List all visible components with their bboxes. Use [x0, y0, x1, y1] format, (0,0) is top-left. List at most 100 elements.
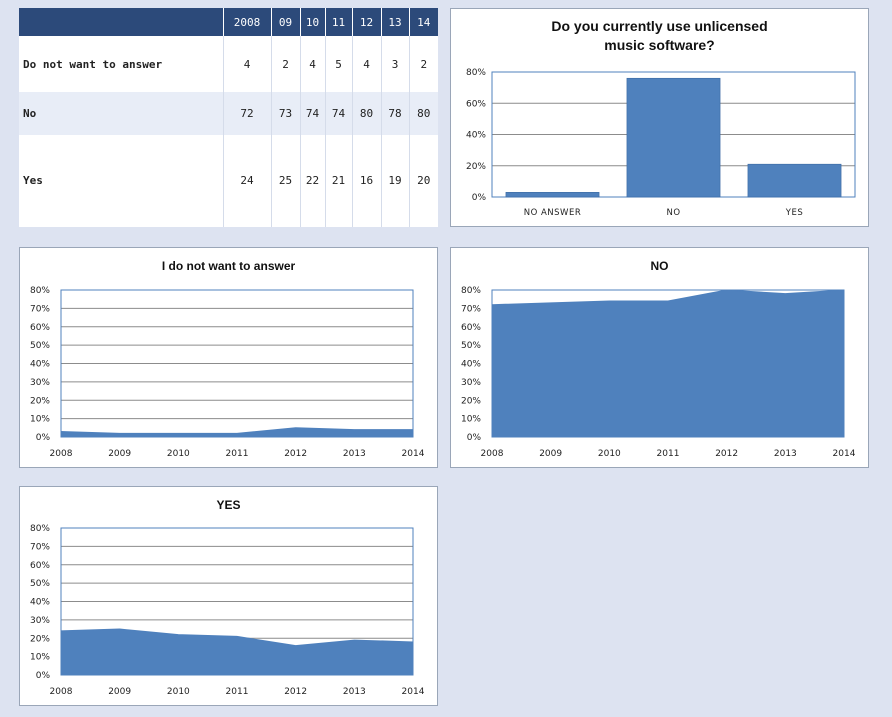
table-cell: 80: [351, 92, 381, 135]
area-series: [491, 289, 845, 438]
y-tick-label: 60%: [30, 323, 50, 333]
year-header: 13: [380, 8, 409, 36]
y-tick-label: 10%: [461, 415, 481, 425]
y-tick-label: 20%: [466, 162, 486, 172]
y-tick-label: 20%: [30, 634, 50, 644]
area-chart-panel-yes: YES 0% 10% 20% 30% 40% 50% 60% 70% 80% 2008 2009 20…: [19, 486, 438, 706]
bar-chart-panel: Do you currently use unlicensed music so…: [450, 8, 869, 227]
chart-title: I do not want to answer: [161, 259, 296, 273]
table-cell: 22: [299, 134, 325, 227]
year-header: 14: [408, 8, 438, 36]
y-tick-label: 20%: [461, 396, 481, 406]
table-cell: 25: [270, 134, 300, 227]
table-cell: 3: [380, 36, 409, 93]
x-tick-label: 2012: [284, 687, 307, 697]
table-row: Yes 24 25 22 21 16 19 20: [19, 134, 438, 227]
y-tick-label: 80%: [30, 524, 50, 534]
x-tick-label: 2014: [833, 449, 856, 459]
y-tick-label: 60%: [30, 561, 50, 571]
x-tick-label: NO ANSWER: [524, 208, 582, 218]
area-chart-panel-no-answer: I do not want to answer 0% 10% 20% 30% 40% 50…: [19, 247, 438, 468]
y-tick-label: 30%: [461, 378, 481, 388]
y-tick-label: 70%: [461, 304, 481, 314]
x-tick-label: 2010: [167, 687, 190, 697]
chart-title: YES: [216, 498, 241, 512]
table-cell: 4: [351, 36, 381, 93]
y-tick-label: 10%: [30, 653, 50, 663]
table-cell: 16: [351, 134, 381, 227]
table-cell: 24: [222, 134, 271, 227]
year-header: 09: [270, 8, 300, 36]
bar: [747, 163, 842, 198]
table-cell: 5: [324, 36, 352, 93]
row-label: Yes: [19, 134, 223, 227]
x-tick-label: 2008: [481, 449, 504, 459]
year-header: 12: [351, 8, 381, 36]
table-cell: 21: [324, 134, 352, 227]
year-header: 11: [324, 8, 352, 36]
y-tick-label: 80%: [30, 286, 50, 296]
bar: [626, 77, 721, 198]
x-tick-label: YES: [785, 208, 803, 218]
table-cell: 78: [380, 92, 409, 135]
table-cell: 19: [380, 134, 409, 227]
table-cell: 80: [408, 92, 438, 135]
x-tick-label: 2008: [50, 687, 73, 697]
year-header: 2008: [222, 8, 271, 36]
y-tick-label: 50%: [30, 341, 50, 351]
y-tick-label: 20%: [30, 396, 50, 406]
table-cell: 74: [299, 92, 325, 135]
y-tick-label: 80%: [466, 68, 486, 78]
x-tick-label: 2010: [167, 449, 190, 459]
y-tick-label: 40%: [30, 598, 50, 608]
x-tick-label: 2009: [539, 449, 562, 459]
table-corner: [19, 8, 223, 36]
x-tick-label: 2012: [715, 449, 738, 459]
table-cell: 4: [299, 36, 325, 93]
y-tick-label: 70%: [30, 304, 50, 314]
x-tick-label: 2014: [402, 687, 425, 697]
y-tick-label: 80%: [461, 286, 481, 296]
y-tick-label: 10%: [30, 415, 50, 425]
x-tick-label: 2012: [284, 449, 307, 459]
y-tick-label: 60%: [461, 323, 481, 333]
area-series: [60, 427, 414, 438]
area-chart: 0% 10% 20% 30% 40% 50% 60% 70% 80% 2008 2009 2010 20…: [30, 524, 425, 697]
area-chart: 0% 10% 20% 30% 40% 50% 60% 70% 80% 2008 2009 2010 20…: [30, 286, 425, 459]
y-tick-label: 30%: [30, 616, 50, 626]
y-tick-label: 70%: [30, 542, 50, 552]
x-tick-label: 2009: [108, 449, 131, 459]
bar-chart: 0% 20% 40% 60% 80% NO ANSWER NO YES: [466, 68, 856, 218]
table-cell: 2: [408, 36, 438, 93]
y-tick-label: 0%: [36, 433, 51, 443]
x-tick-label: 2014: [402, 449, 425, 459]
chart-title: NO: [650, 259, 669, 273]
y-tick-label: 40%: [30, 360, 50, 370]
table-header-row: 2008 09 10 11 12 13 14: [19, 8, 438, 36]
chart-title: Do you currently use unlicensed music so…: [551, 18, 768, 53]
x-tick-label: NO: [666, 208, 680, 218]
bar: [505, 192, 600, 198]
x-tick-label: 2011: [226, 687, 249, 697]
table-cell: 20: [408, 134, 438, 227]
table-cell: 74: [324, 92, 352, 135]
area-series: [60, 628, 414, 676]
y-tick-label: 0%: [472, 193, 487, 203]
x-tick-label: 2011: [226, 449, 249, 459]
x-tick-label: 2008: [50, 449, 73, 459]
table-row: Do not want to answer 4 2 4 5 4 3 2: [19, 36, 438, 93]
y-tick-label: 0%: [467, 433, 482, 443]
x-tick-label: 2011: [657, 449, 680, 459]
row-label: No: [19, 92, 223, 135]
table-cell: 4: [222, 36, 271, 93]
x-tick-label: 2013: [343, 449, 366, 459]
row-label: Do not want to answer: [19, 36, 223, 93]
x-tick-label: 2010: [598, 449, 621, 459]
table-row: No 72 73 74 74 80 78 80: [19, 92, 438, 135]
year-header: 10: [299, 8, 325, 36]
x-tick-label: 2009: [108, 687, 131, 697]
y-tick-label: 40%: [461, 360, 481, 370]
y-tick-label: 50%: [30, 579, 50, 589]
y-tick-label: 50%: [461, 341, 481, 351]
y-tick-label: 0%: [36, 671, 51, 681]
